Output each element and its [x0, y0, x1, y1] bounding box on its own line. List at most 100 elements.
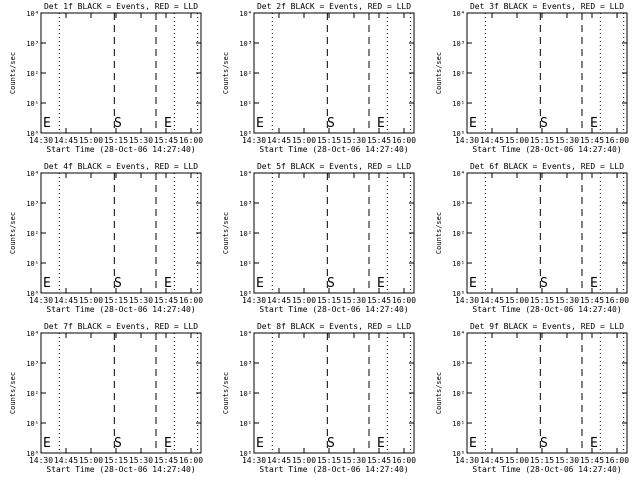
y-tick-label: 10² [26, 230, 39, 238]
x-tick-label: 15:30 [129, 136, 153, 145]
y-tick-label: 10² [239, 230, 252, 238]
event-marker: E [164, 276, 172, 291]
x-tick-label: 15:00 [79, 456, 103, 465]
x-tick-label: 16:00 [392, 136, 416, 145]
y-tick-label: 10³ [26, 200, 39, 208]
y-tick-label: 10¹ [239, 420, 252, 428]
y-tick-label: 10¹ [452, 420, 465, 428]
plot-frame [253, 12, 415, 134]
x-tick-label: 15:45 [580, 296, 604, 305]
event-marker: S [114, 436, 122, 451]
x-tick-label: 15:30 [342, 456, 366, 465]
x-axis-label: Start Time (28-Oct-06 14:27:40) [259, 145, 408, 154]
y-tick-label: 10¹ [26, 420, 39, 428]
x-tick-label: 15:00 [505, 296, 529, 305]
plot-frame [466, 332, 628, 454]
event-marker: E [377, 436, 385, 451]
x-tick-label: 14:45 [54, 296, 78, 305]
panel: Det 2f BLACK = Events, RED = LLD Counts/s… [222, 2, 416, 154]
event-marker: E [164, 116, 172, 131]
y-tick-label: 10¹ [26, 260, 39, 268]
y-tick-label: 10⁴ [26, 170, 39, 178]
x-tick-label: 15:15 [104, 296, 128, 305]
y-tick-label: 10⁴ [239, 10, 252, 18]
x-tick-label: 14:30 [455, 296, 479, 305]
x-tick-label: 15:00 [505, 456, 529, 465]
x-tick-label: 15:30 [129, 296, 153, 305]
x-tick-label: 15:00 [292, 136, 316, 145]
event-marker: S [540, 436, 548, 451]
y-tick-label: 10¹ [26, 100, 39, 108]
y-tick-label: 10⁰ [26, 450, 39, 458]
plot-frame [40, 332, 202, 454]
event-marker: E [256, 436, 264, 451]
y-axis-label: Counts/sec [9, 52, 17, 94]
x-axis-label: Start Time (28-Oct-06 14:27:40) [46, 145, 195, 154]
panel: Det 7f BLACK = Events, RED = LLD Counts/s… [9, 322, 203, 474]
x-tick-label: 16:00 [179, 296, 203, 305]
event-marker: E [469, 436, 477, 451]
y-tick-label: 10³ [239, 40, 252, 48]
event-marker: E [256, 276, 264, 291]
x-tick-label: 15:00 [292, 456, 316, 465]
y-tick-label: 10³ [452, 360, 465, 368]
x-tick-label: 15:15 [530, 456, 554, 465]
event-marker: S [114, 276, 122, 291]
y-tick-label: 10¹ [452, 100, 465, 108]
x-tick-label: 16:00 [605, 296, 629, 305]
x-tick-label: 14:45 [54, 136, 78, 145]
plot-frame [466, 12, 628, 134]
y-tick-label: 10² [26, 70, 39, 78]
y-tick-label: 10⁴ [452, 330, 465, 338]
y-tick-label: 10⁴ [452, 170, 465, 178]
x-tick-label: 14:45 [480, 456, 504, 465]
x-tick-label: 15:30 [129, 456, 153, 465]
y-tick-label: 10³ [239, 360, 252, 368]
y-tick-label: 10² [26, 390, 39, 398]
x-tick-label: 14:30 [242, 136, 266, 145]
x-tick-label: 15:30 [555, 456, 579, 465]
x-axis-label: Start Time (28-Oct-06 14:27:40) [472, 465, 621, 474]
y-tick-label: 10² [452, 390, 465, 398]
y-tick-label: 10¹ [239, 260, 252, 268]
y-tick-label: 10² [239, 390, 252, 398]
y-tick-label: 10² [452, 230, 465, 238]
panel-title: Det 4f BLACK = Events, RED = LLD [44, 162, 198, 171]
plot-frame [40, 172, 202, 294]
event-marker: E [377, 276, 385, 291]
x-tick-label: 15:00 [505, 136, 529, 145]
y-axis-label: Counts/sec [222, 372, 230, 414]
x-tick-label: 14:45 [267, 296, 291, 305]
x-tick-label: 16:00 [605, 136, 629, 145]
x-axis-label: Start Time (28-Oct-06 14:27:40) [472, 145, 621, 154]
y-tick-label: 10⁰ [239, 130, 252, 138]
y-tick-label: 10³ [239, 200, 252, 208]
x-tick-label: 15:00 [292, 296, 316, 305]
panel-title: Det 3f BLACK = Events, RED = LLD [470, 2, 624, 11]
y-tick-label: 10⁴ [239, 330, 252, 338]
panel: Det 8f BLACK = Events, RED = LLD Counts/s… [222, 322, 416, 474]
x-axis-label: Start Time (28-Oct-06 14:27:40) [46, 465, 195, 474]
x-tick-label: 14:30 [29, 456, 53, 465]
event-marker: S [327, 116, 335, 131]
x-tick-label: 15:30 [555, 136, 579, 145]
x-tick-label: 14:30 [242, 456, 266, 465]
x-tick-label: 15:15 [317, 456, 341, 465]
x-tick-label: 15:15 [530, 136, 554, 145]
event-marker: E [590, 116, 598, 131]
x-tick-label: 15:45 [154, 136, 178, 145]
x-tick-label: 14:30 [455, 456, 479, 465]
x-tick-label: 14:30 [455, 136, 479, 145]
event-marker: E [469, 276, 477, 291]
x-tick-label: 14:45 [267, 136, 291, 145]
x-tick-label: 14:45 [480, 296, 504, 305]
event-marker: E [590, 276, 598, 291]
panel-title: Det 6f BLACK = Events, RED = LLD [470, 162, 624, 171]
x-tick-label: 15:45 [580, 456, 604, 465]
panel-title: Det 2f BLACK = Events, RED = LLD [257, 2, 411, 11]
y-tick-label: 10⁰ [239, 450, 252, 458]
y-axis-label: Counts/sec [435, 52, 443, 94]
x-axis-label: Start Time (28-Oct-06 14:27:40) [259, 465, 408, 474]
x-tick-label: 15:15 [530, 296, 554, 305]
